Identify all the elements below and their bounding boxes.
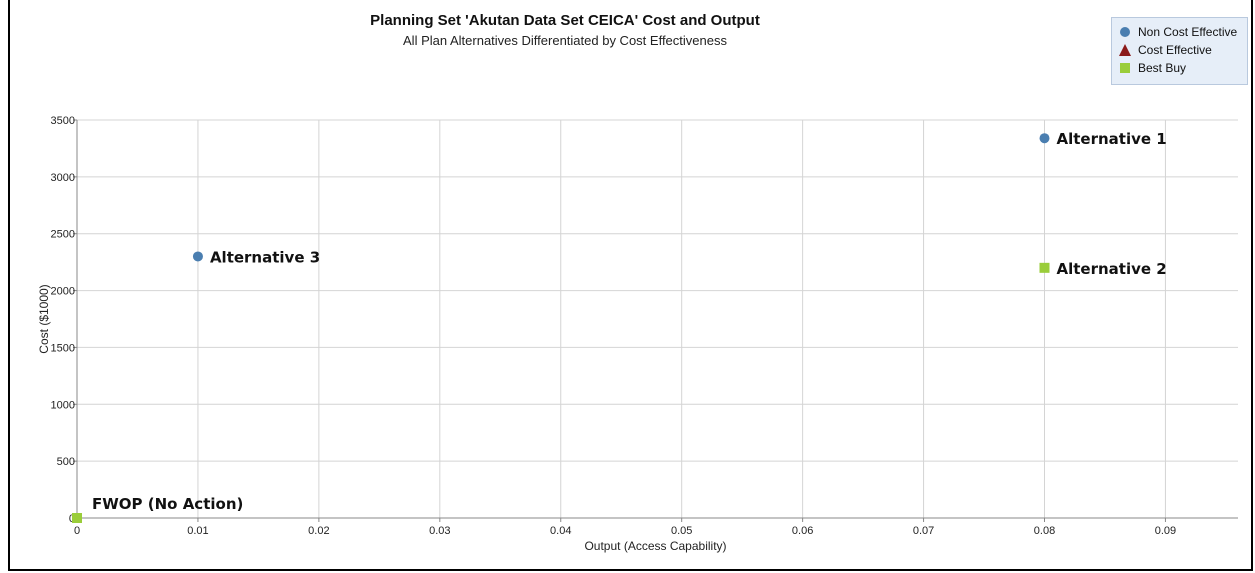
y-tick-label: 1000	[51, 399, 75, 411]
y-tick-label: 3500	[51, 115, 75, 127]
legend-label: Cost Effective	[1138, 43, 1212, 57]
data-point-label: Alternative 2	[1057, 260, 1167, 278]
data-point-square	[72, 513, 82, 523]
x-tick-label: 0.02	[308, 525, 329, 537]
y-axis-label: Cost ($1000)	[37, 284, 51, 353]
y-tick-label: 2500	[51, 229, 75, 241]
x-tick-label: 0.07	[913, 525, 934, 537]
y-tick-label: 2000	[51, 286, 75, 298]
data-point-square	[1039, 262, 1050, 273]
legend-label: Non Cost Effective	[1138, 25, 1238, 39]
chart-frame: Planning Set 'Akutan Data Set CEICA' Cos…	[8, 0, 1253, 571]
x-tick-label: 0.03	[429, 525, 450, 537]
square-marker-icon	[1120, 63, 1130, 73]
x-tick-label: 0.05	[671, 525, 692, 537]
legend: Non Cost Effective Cost Effective Best B…	[1111, 17, 1248, 85]
y-tick-label: 0	[69, 513, 75, 525]
legend-item-best-buy: Best Buy	[1118, 59, 1247, 77]
legend-label: Best Buy	[1138, 61, 1187, 75]
data-point-label: Alternative 1	[1057, 130, 1167, 148]
data-point-circle	[192, 251, 203, 262]
x-tick-label: 0.09	[1155, 525, 1176, 537]
x-tick-label: 0.06	[792, 525, 813, 537]
y-tick-label: 500	[57, 456, 75, 468]
legend-item-non-cost-effective: Non Cost Effective	[1118, 23, 1247, 41]
data-point-label: FWOP (No Action)	[92, 495, 243, 513]
legend-item-cost-effective: Cost Effective	[1118, 41, 1247, 59]
triangle-marker-icon	[1119, 44, 1131, 56]
y-tick-label: 3000	[51, 172, 75, 184]
chart-title: Planning Set 'Akutan Data Set CEICA' Cos…	[370, 12, 760, 29]
x-axis-label: Output (Access Capability)	[584, 539, 726, 553]
x-tick-label: 0.01	[187, 525, 208, 537]
y-tick-label: 1500	[51, 342, 75, 354]
data-point-label: Alternative 3	[210, 248, 320, 266]
data-point-circle	[1039, 133, 1050, 144]
x-tick-label: 0.04	[550, 525, 571, 537]
chart-subtitle: All Plan Alternatives Differentiated by …	[403, 33, 727, 48]
x-tick-label: 0.08	[1034, 525, 1055, 537]
circle-marker-icon	[1120, 27, 1130, 37]
x-tick-label: 0	[74, 525, 80, 537]
